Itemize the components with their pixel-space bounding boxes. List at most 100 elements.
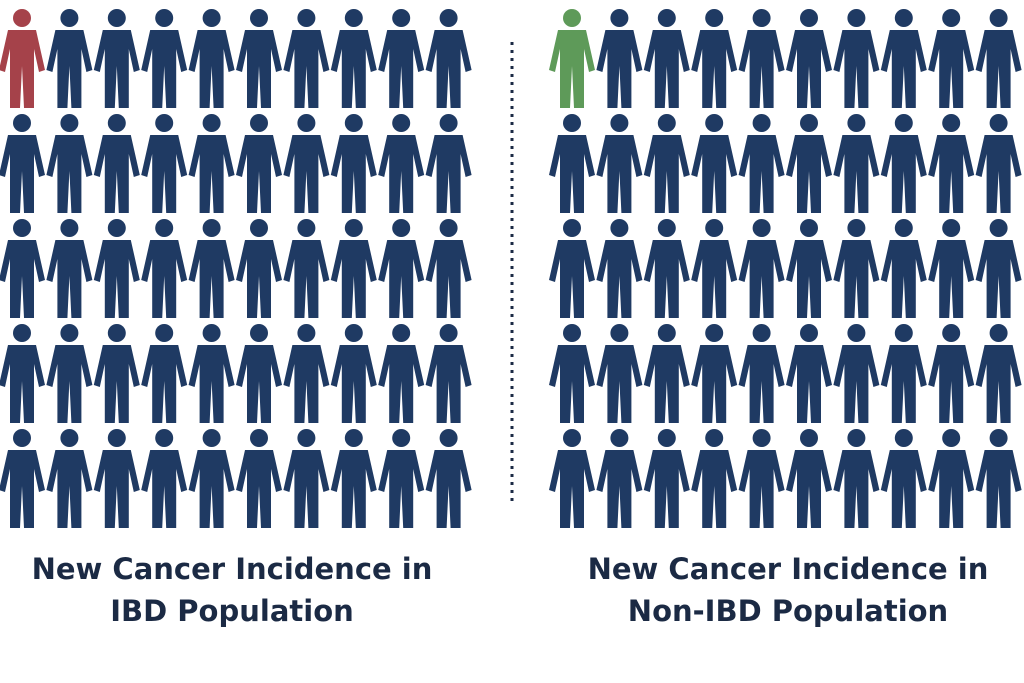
person-icon (975, 114, 1022, 213)
person-icon (188, 324, 235, 423)
person-icon (236, 114, 282, 213)
person-icon (738, 9, 785, 108)
person-icon (378, 219, 425, 318)
person-icon (188, 219, 235, 318)
person-icon (880, 114, 927, 213)
person-icon (0, 114, 45, 213)
person-icon (141, 324, 188, 423)
person-icon (188, 114, 235, 213)
person-icon (643, 429, 690, 528)
person-icon (236, 9, 282, 108)
person-icon (549, 324, 595, 423)
person-icon (643, 9, 690, 108)
person-icon (880, 9, 927, 108)
person-icon (141, 9, 188, 108)
person-icon (596, 114, 643, 213)
non-ibd-caption: New Cancer Incidence in Non-IBD Populati… (558, 548, 1018, 632)
person-icon (596, 9, 643, 108)
person-icon (786, 219, 832, 318)
person-icon (283, 324, 330, 423)
person-icon (691, 429, 738, 528)
person-icon (188, 9, 235, 108)
person-icon (691, 324, 738, 423)
person-icon-highlighted (0, 9, 45, 108)
person-icon (975, 324, 1022, 423)
person-icon (425, 219, 472, 318)
person-icon (833, 219, 880, 318)
person-icon (833, 324, 880, 423)
person-icon (46, 324, 93, 423)
person-icon (928, 324, 975, 423)
ibd-caption-line1: New Cancer Incidence in (31, 552, 433, 586)
person-icon (786, 114, 832, 213)
person-icon (93, 219, 140, 318)
person-icon (549, 219, 595, 318)
person-icon (141, 114, 188, 213)
non-ibd-caption-line2: Non-IBD Population (627, 594, 949, 628)
person-icon (330, 9, 377, 108)
person-icon (596, 219, 643, 318)
person-icon (93, 429, 140, 528)
person-icon (236, 429, 282, 528)
person-icon (833, 114, 880, 213)
person-icon (425, 114, 472, 213)
person-icon (643, 114, 690, 213)
person-icon (738, 429, 785, 528)
person-icon (93, 9, 140, 108)
person-icon (378, 324, 425, 423)
person-icon (330, 324, 377, 423)
person-icon (46, 114, 93, 213)
person-icon (928, 429, 975, 528)
person-icon (283, 9, 330, 108)
person-icon (738, 114, 785, 213)
person-icon (549, 429, 595, 528)
person-icon (786, 429, 832, 528)
person-icon (46, 219, 93, 318)
person-icon (425, 9, 472, 108)
person-icon (0, 219, 45, 318)
person-icon (786, 324, 832, 423)
person-icon (928, 114, 975, 213)
person-icon (378, 114, 425, 213)
person-icon (596, 429, 643, 528)
person-icon (46, 9, 93, 108)
ibd-caption-line2: IBD Population (110, 594, 354, 628)
person-icon (596, 324, 643, 423)
person-icon (0, 429, 45, 528)
person-icon (975, 219, 1022, 318)
ibd-population-grid (0, 9, 472, 528)
person-icon (975, 429, 1022, 528)
person-icon (378, 429, 425, 528)
person-icon (378, 9, 425, 108)
person-icon (880, 219, 927, 318)
person-icon (928, 219, 975, 318)
person-icon (425, 324, 472, 423)
person-icon (975, 9, 1022, 108)
person-icon (93, 324, 140, 423)
person-icon (928, 9, 975, 108)
person-icon (188, 429, 235, 528)
person-icon (141, 219, 188, 318)
person-icon (330, 114, 377, 213)
person-icon (643, 324, 690, 423)
person-icon (643, 219, 690, 318)
person-icon (236, 219, 282, 318)
person-icon (786, 9, 832, 108)
person-icon (330, 219, 377, 318)
person-icon (833, 9, 880, 108)
person-icon (330, 429, 377, 528)
non-ibd-caption-line1: New Cancer Incidence in (587, 552, 989, 586)
person-icon (141, 429, 188, 528)
person-icon (425, 429, 472, 528)
person-icon (738, 324, 785, 423)
person-icon (46, 429, 93, 528)
non-ibd-population-grid (549, 9, 1022, 528)
person-icon (283, 114, 330, 213)
person-icon (691, 114, 738, 213)
pictograph-figure (0, 9, 1022, 528)
person-icon (738, 219, 785, 318)
person-icon (549, 114, 595, 213)
person-icon (283, 429, 330, 528)
person-icon (691, 9, 738, 108)
person-icon (833, 429, 880, 528)
